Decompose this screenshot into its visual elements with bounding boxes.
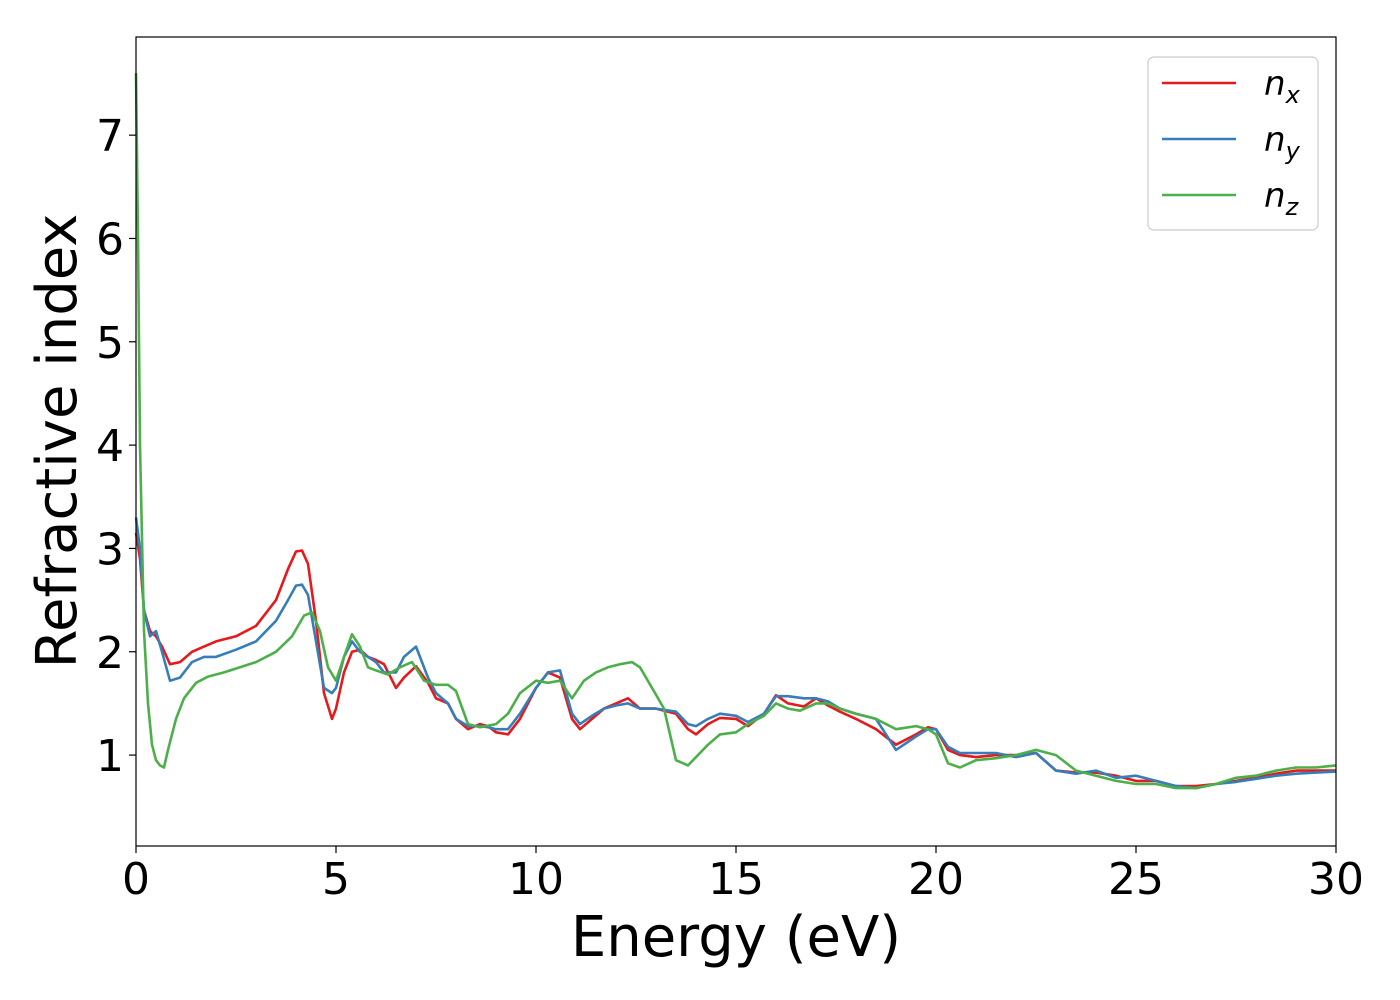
y-tick-label: 7 <box>96 111 124 162</box>
x-tick-label: 30 <box>1308 854 1364 905</box>
y-axis-title: Refractive index <box>25 214 90 669</box>
x-tick-label: 20 <box>908 854 964 905</box>
series-line-ny <box>134 517 1337 790</box>
y-axis-ticks: 1 2 3 4 5 6 7 <box>96 111 136 782</box>
legend-label-nz: nz <box>1264 176 1300 221</box>
legend-frame <box>1147 56 1319 231</box>
x-tick-label: 5 <box>322 854 350 905</box>
series-layer <box>134 73 1337 790</box>
x-tick-label: 15 <box>708 854 764 905</box>
y-tick-label: 6 <box>96 214 124 265</box>
legend: nx ny nz <box>1147 56 1319 231</box>
y-tick-label: 4 <box>96 421 124 472</box>
x-tick-label: 25 <box>1108 854 1164 905</box>
legend-label-nx: nx <box>1264 64 1301 109</box>
y-tick-label: 2 <box>96 628 124 679</box>
y-tick-label: 5 <box>96 318 124 369</box>
y-tick-label: 3 <box>96 524 124 575</box>
series-line-nz <box>134 73 1337 790</box>
x-tick-label: 0 <box>122 854 150 905</box>
x-axis-title: Energy (eV) <box>571 905 901 970</box>
x-tick-label: 10 <box>508 854 564 905</box>
series-line-nx <box>134 532 1336 788</box>
legend-label-ny: ny <box>1264 120 1301 165</box>
y-tick-label: 1 <box>96 731 124 782</box>
x-axis-ticks: 0 5 10 15 20 25 30 <box>122 846 1364 905</box>
